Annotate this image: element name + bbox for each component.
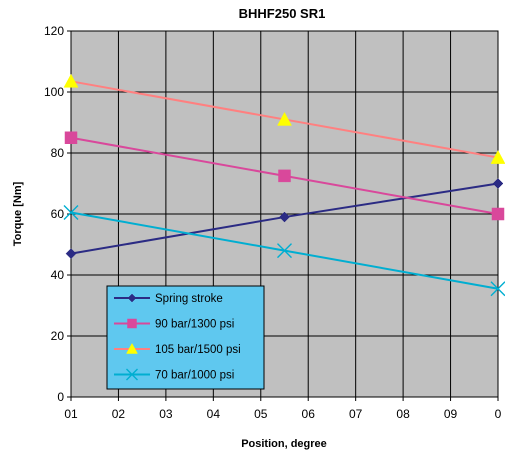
legend-item: 105 bar/1500 psi bbox=[114, 342, 241, 356]
y-axis-title: Torque [Nm] bbox=[12, 181, 24, 246]
x-tick-label: 05 bbox=[254, 407, 268, 421]
series-2 bbox=[64, 131, 505, 221]
data-point-diamond bbox=[127, 293, 137, 303]
chart-title: BHHF250 SR1 bbox=[239, 6, 326, 21]
x-tick-label: 08 bbox=[396, 407, 410, 421]
y-tick-label: 20 bbox=[51, 329, 65, 343]
data-point-square bbox=[278, 169, 291, 183]
x-tick-label: 0 bbox=[495, 407, 502, 421]
data-point-square bbox=[64, 131, 78, 144]
legend-box bbox=[106, 285, 265, 390]
x-axis: 01 02 03 04 05 06 07 08 09 0 bbox=[64, 397, 502, 421]
x-tick-label: 09 bbox=[444, 407, 458, 421]
x-tick-label: 06 bbox=[302, 407, 316, 421]
series-layer bbox=[63, 73, 505, 297]
data-point-diamond bbox=[65, 248, 77, 260]
data-point-diamond bbox=[492, 178, 504, 189]
legend-label: 105 bar/1500 psi bbox=[155, 344, 241, 356]
legend-label: Spring stroke bbox=[155, 293, 223, 305]
x-tick-label: 07 bbox=[349, 407, 363, 421]
data-point-diamond bbox=[279, 211, 290, 223]
legend-label: 90 bar/1300 psi bbox=[155, 319, 234, 331]
legend-item: 90 bar/1300 psi bbox=[114, 319, 234, 331]
y-tick-label: 100 bbox=[44, 85, 64, 99]
y-tick-label: 0 bbox=[57, 390, 64, 404]
series-4 bbox=[63, 204, 505, 297]
data-point-triangle bbox=[277, 111, 292, 126]
data-point-square bbox=[127, 318, 137, 329]
data-point-triangle bbox=[490, 150, 505, 164]
x-axis-title: Position, degree bbox=[241, 438, 327, 450]
y-tick-label: 40 bbox=[51, 268, 65, 282]
y-axis: 0 20 40 60 80 100 120 bbox=[44, 24, 71, 404]
legend: Spring stroke 90 bar/1300 psi 105 bar/1500… bbox=[106, 285, 265, 390]
data-point-x bbox=[490, 281, 505, 297]
legend-item: Spring stroke bbox=[114, 293, 223, 305]
legend-label: 70 bar/1000 psi bbox=[155, 370, 234, 382]
x-tick-label: 04 bbox=[207, 407, 221, 421]
data-point-triangle bbox=[63, 73, 79, 88]
data-point-x bbox=[277, 243, 292, 259]
x-tick-label: 03 bbox=[159, 407, 173, 421]
y-tick-label: 120 bbox=[44, 24, 64, 38]
data-point-x bbox=[126, 368, 138, 381]
series-1 bbox=[65, 178, 504, 260]
data-point-square bbox=[491, 207, 505, 221]
y-tick-label: 80 bbox=[51, 146, 65, 160]
data-point-x bbox=[63, 204, 79, 220]
data-point-triangle bbox=[126, 342, 138, 354]
legend-item: 70 bar/1000 psi bbox=[114, 368, 234, 382]
y-tick-label: 60 bbox=[51, 207, 65, 221]
x-tick-label: 02 bbox=[112, 407, 126, 421]
series-3 bbox=[63, 73, 505, 164]
x-tick-label: 01 bbox=[64, 407, 78, 421]
